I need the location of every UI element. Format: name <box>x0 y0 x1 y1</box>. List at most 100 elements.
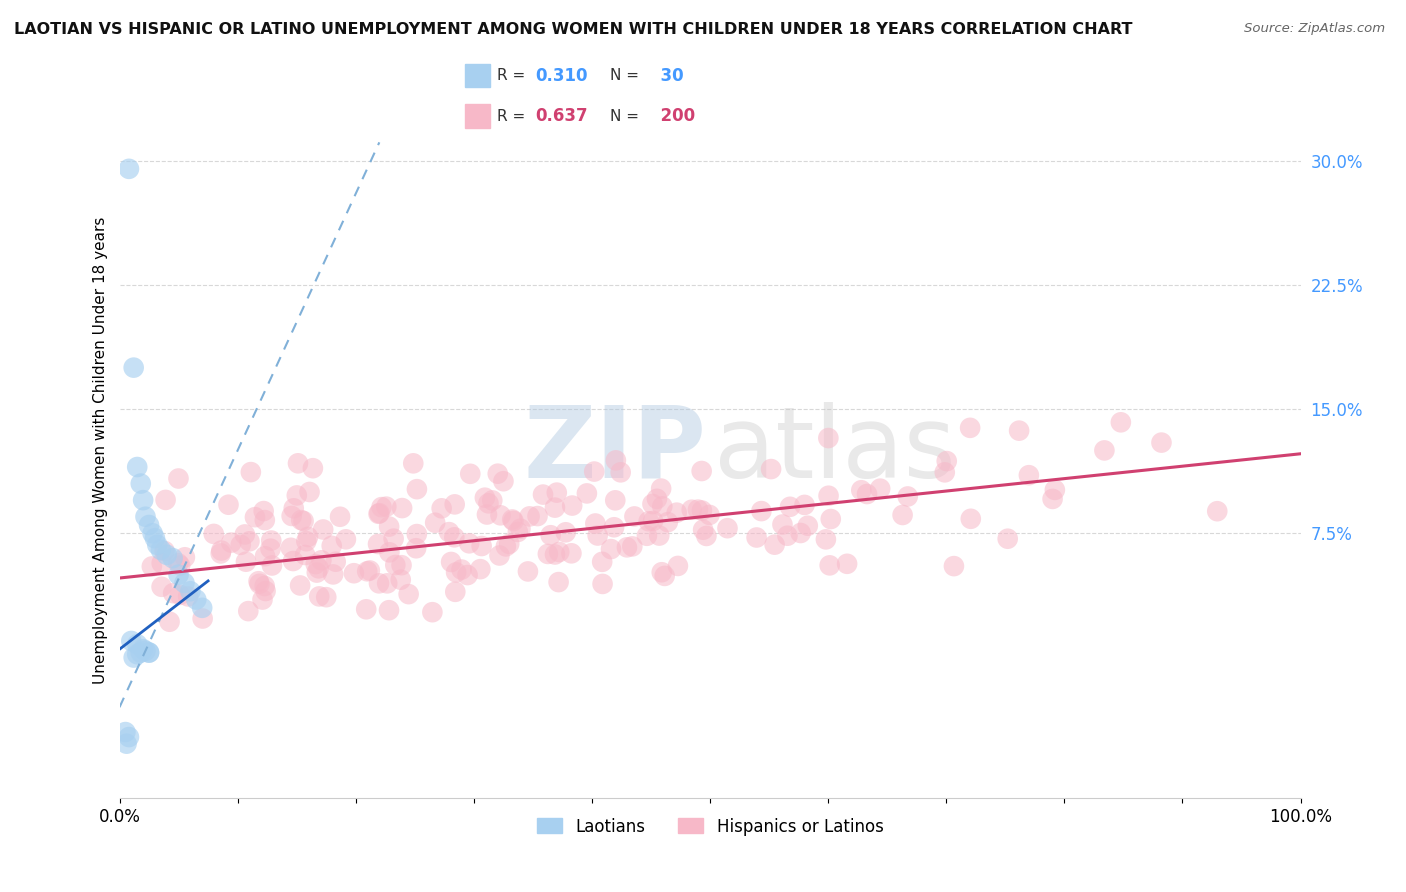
Point <box>592 577 614 591</box>
Point <box>329 509 352 524</box>
Text: Source: ZipAtlas.com: Source: ZipAtlas.com <box>1244 22 1385 36</box>
Bar <box>465 63 489 87</box>
Point <box>891 508 914 522</box>
Point <box>167 557 190 571</box>
Point <box>637 514 659 528</box>
Point <box>405 527 427 541</box>
Point <box>591 555 613 569</box>
Point <box>444 566 467 580</box>
Point <box>169 558 191 573</box>
Text: 30: 30 <box>650 67 683 85</box>
Point <box>935 454 957 468</box>
Point <box>636 529 658 543</box>
Point <box>294 548 316 562</box>
Point <box>623 509 645 524</box>
Point <box>583 465 606 479</box>
Point <box>537 547 560 561</box>
Point <box>820 512 842 526</box>
Text: LAOTIAN VS HISPANIC OR LATINO UNEMPLOYMENT AMONG WOMEN WITH CHILDREN UNDER 18 YE: LAOTIAN VS HISPANIC OR LATINO UNEMPLOYME… <box>14 22 1133 37</box>
Point <box>253 513 276 527</box>
Point <box>425 516 447 530</box>
Point <box>509 522 531 536</box>
Point <box>751 504 773 518</box>
Point <box>692 523 714 537</box>
Point <box>290 513 312 527</box>
Point <box>259 541 281 556</box>
Point <box>997 532 1019 546</box>
Point <box>252 592 274 607</box>
Point <box>603 520 626 534</box>
Point <box>359 564 381 578</box>
Point <box>575 486 598 500</box>
Point <box>793 498 815 512</box>
Point <box>470 562 492 576</box>
Point <box>209 546 232 560</box>
Text: 200: 200 <box>650 107 695 125</box>
Point <box>540 528 562 542</box>
Point <box>127 637 149 651</box>
Point <box>405 541 427 556</box>
Point <box>690 464 713 478</box>
Point <box>443 530 465 544</box>
Point <box>690 503 713 517</box>
Point <box>367 537 389 551</box>
Point <box>474 491 496 505</box>
Point <box>548 545 571 559</box>
Point <box>354 602 377 616</box>
Point <box>247 574 270 589</box>
Point <box>818 558 841 573</box>
Point <box>114 725 136 739</box>
Point <box>1150 435 1173 450</box>
Point <box>471 539 494 553</box>
Point <box>174 550 197 565</box>
Point <box>285 488 308 502</box>
Point <box>437 525 460 540</box>
Point <box>489 508 512 523</box>
Point <box>665 506 688 520</box>
Point <box>1092 443 1115 458</box>
Point <box>191 600 214 615</box>
Text: ZIP: ZIP <box>523 402 706 499</box>
Point <box>162 586 184 600</box>
Point <box>367 507 389 521</box>
Point <box>657 515 679 529</box>
Point <box>1018 468 1040 483</box>
Point <box>173 576 195 591</box>
Point <box>605 493 627 508</box>
Point <box>759 462 782 476</box>
Point <box>179 584 201 599</box>
Point <box>651 500 673 514</box>
Point <box>772 517 794 532</box>
Point <box>716 521 738 535</box>
Point <box>486 467 509 481</box>
Point <box>654 569 676 583</box>
Point <box>547 575 569 590</box>
Point <box>495 540 517 554</box>
Point <box>142 526 165 541</box>
Point <box>501 512 523 526</box>
Point <box>457 568 479 582</box>
Point <box>605 453 627 467</box>
Point <box>356 564 378 578</box>
Point <box>384 558 406 572</box>
Point <box>814 533 837 547</box>
Point <box>934 466 956 480</box>
Point <box>202 527 225 541</box>
Point <box>398 587 420 601</box>
Point <box>315 590 337 604</box>
Point <box>118 161 141 176</box>
Point <box>138 646 160 660</box>
Point <box>378 603 401 617</box>
Point <box>797 518 820 533</box>
Point <box>134 509 156 524</box>
Point <box>406 482 429 496</box>
Point <box>312 523 335 537</box>
Legend: Laotians, Hispanics or Latinos: Laotians, Hispanics or Latinos <box>530 811 890 842</box>
Point <box>302 461 325 475</box>
Text: R =: R = <box>496 68 530 83</box>
Point <box>450 563 472 577</box>
Point <box>280 541 302 555</box>
Point <box>150 556 173 570</box>
Point <box>186 592 208 607</box>
Point <box>295 534 318 549</box>
